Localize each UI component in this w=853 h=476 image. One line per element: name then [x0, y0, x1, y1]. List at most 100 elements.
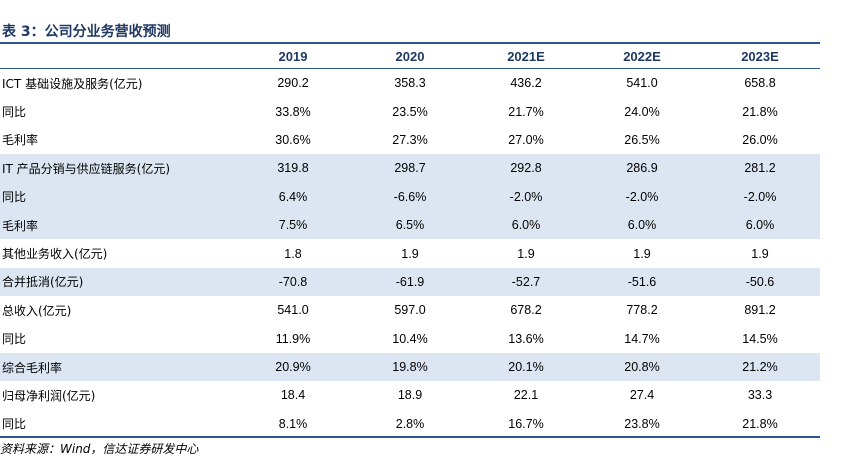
- bottom-rule: [0, 436, 820, 438]
- table-row: 总收入(亿元) 541.0 597.0 678.2 778.2 891.2: [0, 296, 820, 324]
- table-cell: 22.1: [513, 388, 539, 403]
- table-cell: -52.7: [468, 267, 584, 297]
- table-caption: 表 3：公司分业务营收预测: [2, 24, 171, 40]
- table-row: 毛利率 7.5% 6.5% 6.0% 6.0% 6.0%: [0, 210, 820, 240]
- table-cell: -51.6: [584, 267, 700, 297]
- row-label: 其他业务收入(亿元): [2, 247, 108, 262]
- column-header: 2022E: [584, 44, 700, 69]
- row-label: 同比: [2, 332, 27, 347]
- table-row: 毛利率 30.6% 27.3% 27.0% 26.5% 26.0%: [0, 126, 820, 154]
- table-cell: 1.9: [751, 246, 769, 261]
- table-cell: 678.2: [510, 303, 542, 318]
- table-cell: 19.8%: [352, 352, 468, 382]
- table-cell: 298.7: [352, 154, 468, 183]
- table-cell: 6.4%: [234, 182, 352, 211]
- top-rule: [0, 42, 820, 44]
- row-label: 同比: [2, 417, 27, 432]
- table-cell: 1.9: [633, 246, 651, 261]
- header-row: 2019 2020 2021E 2022E 2023E: [0, 44, 820, 69]
- column-header: 2020: [352, 44, 468, 69]
- table-cell: 6.0%: [700, 210, 820, 240]
- table-cell: 21.8%: [742, 104, 778, 119]
- table-cell: 6.0%: [468, 210, 584, 240]
- table-cell: 319.8: [234, 154, 352, 183]
- table-cell: 8.1%: [278, 416, 308, 431]
- row-label: 同比: [0, 182, 234, 211]
- table-cell: 286.9: [584, 154, 700, 183]
- column-header: [0, 44, 234, 69]
- table-row: 同比 33.8% 23.5% 21.7% 24.0% 21.8%: [0, 97, 820, 125]
- table-cell: -2.0%: [584, 182, 700, 211]
- table-row: 同比 8.1% 2.8% 16.7% 23.8% 21.8%: [0, 410, 820, 438]
- table-row: 归母净利润(亿元) 18.4 18.9 22.1 27.4 33.3: [0, 381, 820, 409]
- table-cell: 281.2: [700, 154, 820, 183]
- table-cell: 13.6%: [508, 331, 544, 346]
- source-note: 资料来源：Wind，信达证券研发中心: [0, 442, 199, 456]
- table-cell: 27.0%: [508, 132, 544, 147]
- table-cell: -61.9: [352, 267, 468, 297]
- row-label: ICT 基础设施及服务(亿元): [2, 76, 143, 91]
- table-row: IT 产品分销与供应链服务(亿元) 319.8 298.7 292.8 286.9 281…: [0, 154, 820, 183]
- row-label: 总收入(亿元): [2, 303, 72, 318]
- row-label: IT 产品分销与供应链服务(亿元): [0, 154, 234, 183]
- table-cell: 16.7%: [508, 416, 544, 431]
- table-cell: 33.8%: [275, 104, 311, 119]
- table-cell: 14.7%: [624, 331, 660, 346]
- table-row: ICT 基础设施及服务(亿元) 290.2 358.3 436.2 541.0 658.8: [0, 69, 820, 98]
- column-header: 2021E: [468, 44, 584, 69]
- table-cell: 20.1%: [468, 352, 584, 382]
- table-cell: 24.0%: [624, 104, 660, 119]
- row-label: 毛利率: [2, 133, 39, 148]
- table-cell: 30.6%: [275, 132, 311, 147]
- table-cell: 27.3%: [392, 132, 428, 147]
- row-label: 综合毛利率: [0, 352, 234, 382]
- table-cell: 6.0%: [584, 210, 700, 240]
- table-cell: 778.2: [626, 303, 658, 318]
- table-cell: 292.8: [468, 154, 584, 183]
- table-cell: 1.9: [401, 246, 419, 261]
- table-cell: 26.0%: [742, 132, 778, 147]
- table-cell: 436.2: [510, 76, 542, 91]
- table-cell: 7.5%: [234, 210, 352, 240]
- table-cell: 20.8%: [584, 352, 700, 382]
- table-cell: 358.3: [394, 76, 426, 91]
- table-cell: 23.8%: [624, 416, 660, 431]
- table-cell: 10.4%: [392, 331, 428, 346]
- table-cell: 23.5%: [392, 104, 428, 119]
- table-cell: 541.0: [626, 76, 658, 91]
- table-cell: 18.9: [397, 388, 423, 403]
- table-row: 合并抵消(亿元) -70.8 -61.9 -52.7 -51.6 -50.6: [0, 267, 820, 297]
- table-cell: 27.4: [629, 388, 655, 403]
- column-header: 2023E: [700, 44, 820, 69]
- row-label: 归母净利润(亿元): [2, 388, 96, 403]
- table-cell: -2.0%: [700, 182, 820, 211]
- table-cell: -70.8: [234, 267, 352, 297]
- table-cell: 21.7%: [508, 104, 544, 119]
- table-cell: 18.4: [280, 388, 306, 403]
- table-cell: 11.9%: [275, 331, 311, 346]
- table-cell: 2.8%: [395, 416, 425, 431]
- table-cell: 26.5%: [624, 132, 660, 147]
- table-cell: 1.9: [517, 246, 535, 261]
- table-cell: -50.6: [700, 267, 820, 297]
- table-cell: 290.2: [277, 76, 309, 91]
- table-cell: 21.8%: [742, 416, 778, 431]
- table-cell: -2.0%: [468, 182, 584, 211]
- table-cell: 14.5%: [742, 331, 778, 346]
- revenue-forecast-table: 2019 2020 2021E 2022E 2023E ICT 基础设施及服务(…: [0, 44, 820, 438]
- table-cell: 541.0: [277, 303, 309, 318]
- table-cell: 20.9%: [234, 352, 352, 382]
- table-cell: -6.6%: [352, 182, 468, 211]
- table-cell: 21.2%: [700, 352, 820, 382]
- table-row: 同比 11.9% 10.4% 13.6% 14.7% 14.5%: [0, 325, 820, 353]
- table-cell: 597.0: [394, 303, 426, 318]
- table-body: ICT 基础设施及服务(亿元) 290.2 358.3 436.2 541.0 658.8…: [0, 69, 820, 439]
- table-cell: 33.3: [747, 388, 773, 403]
- table-row: 综合毛利率 20.9% 19.8% 20.1% 20.8% 21.2%: [0, 352, 820, 382]
- table-cell: 6.5%: [352, 210, 468, 240]
- table-cell: 658.8: [744, 76, 776, 91]
- table-cell: 1.8: [284, 246, 302, 261]
- column-header: 2019: [234, 44, 352, 69]
- table-row: 同比 6.4% -6.6% -2.0% -2.0% -2.0%: [0, 182, 820, 211]
- row-label: 毛利率: [0, 210, 234, 240]
